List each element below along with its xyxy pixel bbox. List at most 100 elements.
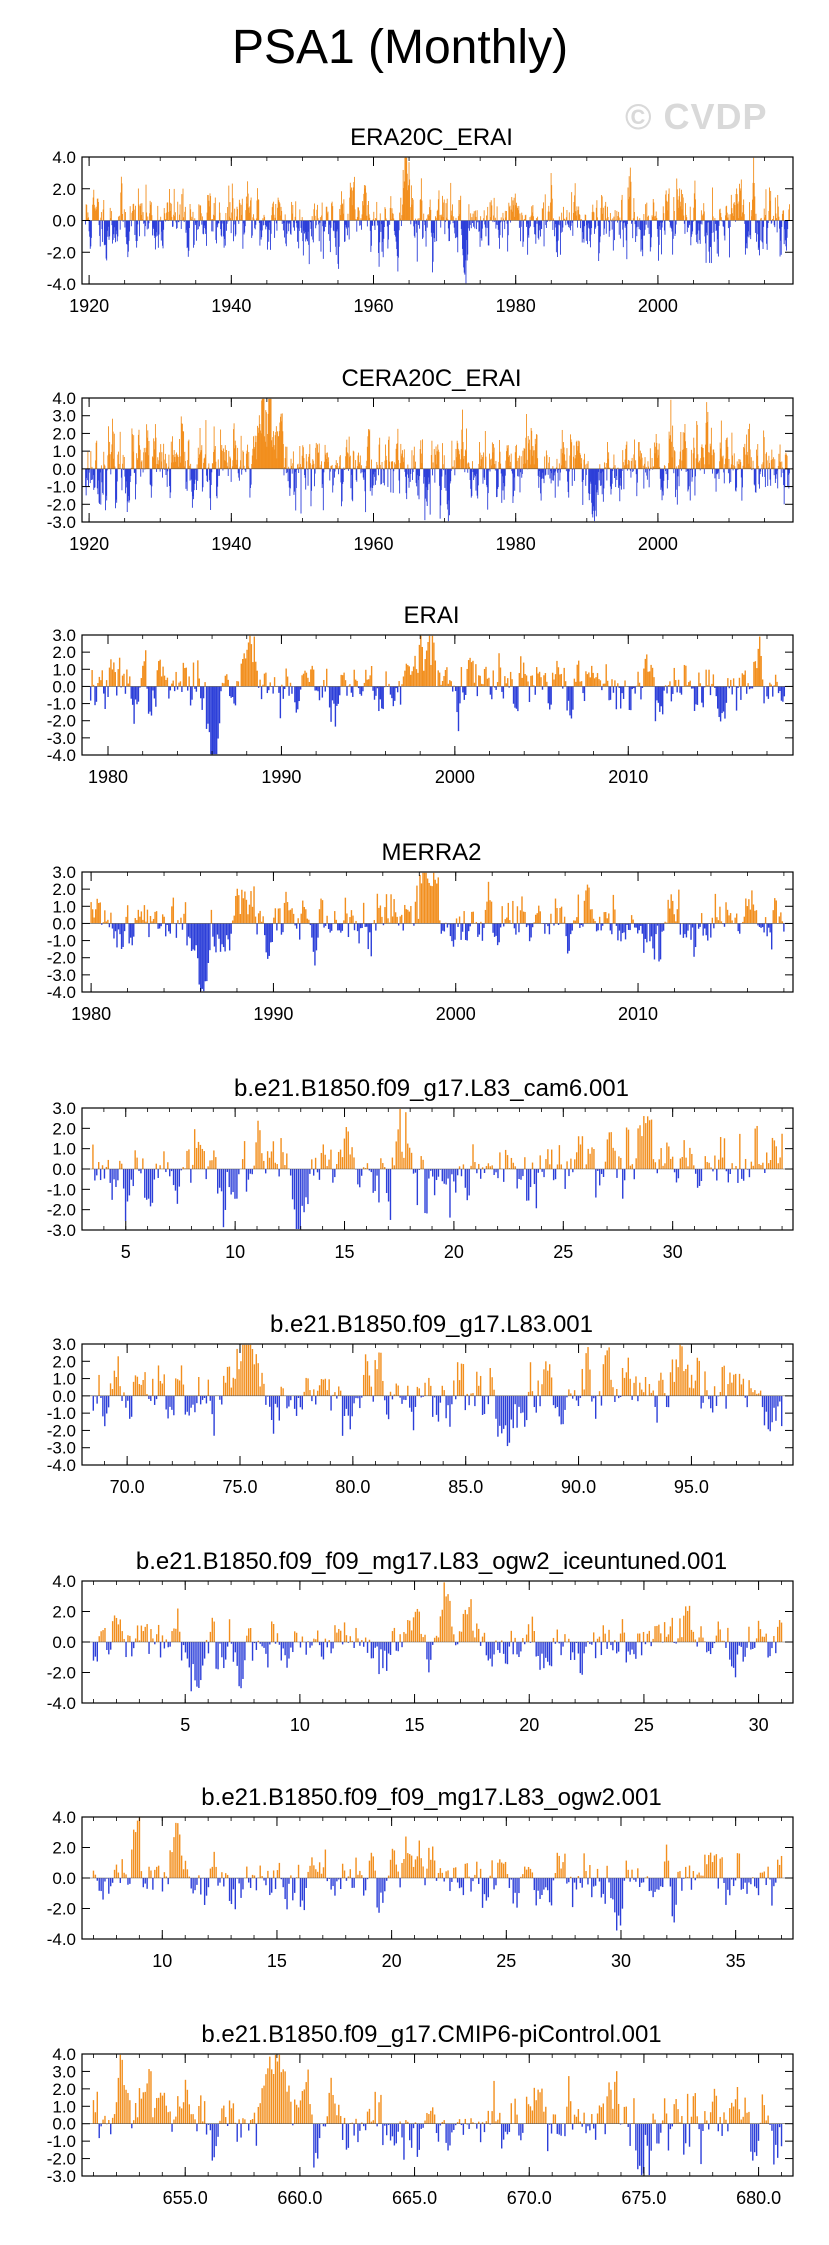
y-tick-label: -1.0 [47, 695, 76, 714]
page-title: PSA1 (Monthly) [231, 21, 569, 74]
chart-title: MERRA2 [381, 839, 481, 866]
x-tick-label: 1980 [88, 767, 128, 787]
x-tick-label: 5 [121, 1242, 131, 1262]
y-tick-label: -2.0 [47, 495, 76, 514]
chart-panel-2: CERA20C_ERAI 4.03.02.01.00.0-1.0-2.0-3.0 1… [47, 365, 794, 554]
x-tick-label: 15 [335, 1242, 355, 1262]
chart-panel-6: b.e21.B1850.f09_g17.L83.0013.02.01.00.0-… [47, 1311, 794, 1497]
y-tick-label: -3.0 [47, 1221, 76, 1240]
chart-title: ERAI [403, 602, 459, 629]
y-tick-label: -2.0 [47, 712, 76, 731]
bar-series [85, 157, 790, 284]
x-tick-label: 70.0 [110, 1477, 145, 1497]
x-tick-label: 1920 [69, 534, 109, 554]
y-tick-label: 2.0 [52, 880, 76, 899]
y-tick-label: 1.0 [52, 897, 76, 916]
plot-frame [81, 871, 794, 993]
y-tick-label: 2.0 [52, 1119, 76, 1138]
y-tick-label: -1.0 [47, 1180, 76, 1199]
y-tick-label: 3.0 [52, 1335, 76, 1354]
chart-title: CERA20C_ERAI [341, 365, 521, 392]
x-tick-label: 75.0 [222, 1477, 257, 1497]
x-tick-label: 85.0 [448, 1477, 483, 1497]
y-tick-label: -3.0 [47, 513, 76, 532]
plot-frame [81, 397, 794, 523]
y-tick-label: -2.0 [47, 243, 76, 262]
x-tick-label: 2000 [436, 1004, 476, 1024]
y-tick-label: 0.0 [52, 914, 76, 933]
chart-panel-4: MERRA2 3.02.01.00.0-1.0-2.0-3.0-4.0 1980 19… [47, 839, 794, 1024]
chart-panel-1: ERA20C_ERAI 4.0 2.0 0.0 -2.0 -4.0 1920 1940 1960… [47, 124, 794, 316]
y-tick-label: -4.0 [47, 1456, 76, 1475]
x-tick-label: 80.0 [335, 1477, 370, 1497]
y-tick-label: 2.0 [52, 180, 76, 199]
y-tick-label: -1.0 [47, 478, 76, 497]
chart-panel-7: b.e21.B1850.f09_f09_mg17.L83_ogw2_iceunt… [47, 1548, 794, 1735]
bar-series [92, 1344, 783, 1447]
bar-series [90, 872, 785, 992]
bar-series [92, 1582, 783, 1692]
y-tick-label: 4.0 [52, 389, 76, 408]
y-tick-label: 4.0 [52, 148, 76, 167]
y-tick-label: 1.0 [52, 1140, 76, 1159]
y-tick-label: 1.0 [52, 442, 76, 461]
x-tick-label: 1960 [353, 534, 393, 554]
y-tick-label: -4.0 [47, 746, 76, 765]
chart-title: b.e21.B1850.f09_g17.L83_cam6.001 [234, 1075, 629, 1102]
y-tick-label: -2.0 [47, 1201, 76, 1220]
x-tick-label: 20 [444, 1242, 464, 1262]
y-tick-label: 4.0 [52, 1572, 76, 1591]
x-tick-label: 95.0 [674, 1477, 709, 1497]
y-tick-label: 0.0 [52, 212, 76, 231]
bar-series [89, 635, 786, 755]
x-tick-label: 1920 [69, 296, 109, 316]
y-tick-label: 3.0 [52, 626, 76, 645]
chart-title: ERA20C_ERAI [350, 124, 513, 151]
y-tick-label: -2.0 [47, 1664, 76, 1683]
y-tick-label: 2.0 [52, 424, 76, 443]
x-tick-label: 1990 [261, 767, 301, 787]
cvdp-watermark: © CVDP [625, 96, 768, 137]
chart-title: b.e21.B1850.f09_f09_mg17.L83_ogw2_iceunt… [136, 1548, 727, 1575]
y-tick-label: 2.0 [52, 1352, 76, 1371]
x-tick-label: 2000 [638, 296, 678, 316]
y-tick-label: 0.0 [52, 1160, 76, 1179]
y-tick-label: 3.0 [52, 407, 76, 426]
x-tick-label: 25 [553, 1242, 573, 1262]
y-tick-label: -2.0 [47, 949, 76, 968]
y-tick-label: 1.0 [52, 660, 76, 679]
y-tick-label: 0.0 [52, 677, 76, 696]
x-tick-label: 1990 [253, 1004, 293, 1024]
x-tick-label: 30 [663, 1242, 683, 1262]
y-tick-label: 0.0 [52, 460, 76, 479]
x-tick-label: 1940 [211, 534, 251, 554]
y-tick-label: -2.0 [47, 1421, 76, 1440]
x-tick-label: 2000 [435, 767, 475, 787]
y-tick-label: 3.0 [52, 1099, 76, 1118]
y-tick-label: -4.0 [47, 983, 76, 1002]
x-tick-label: 90.0 [561, 1477, 596, 1497]
y-tick-label: -1.0 [47, 1404, 76, 1423]
x-tick-label: 1980 [496, 534, 536, 554]
x-tick-label: 1980 [71, 1004, 111, 1024]
chart-panel-5: b.e21.B1850.f09_g17.L83_cam6.001 3.02.0 1.… [47, 1075, 794, 1262]
y-tick-label: 2.0 [52, 1603, 76, 1622]
x-tick-label: 1980 [496, 296, 536, 316]
y-tick-label: -3.0 [47, 729, 76, 748]
chart-panel-3: ERAI 3.02.01.00.0-1.0-2.0-3.0-4.0 1980 1990… [47, 602, 794, 787]
y-tick-label: -3.0 [47, 1439, 76, 1458]
bar-series [85, 398, 790, 522]
y-tick-label: 1.0 [52, 1370, 76, 1389]
chart-title: b.e21.B1850.f09_g17.L83.001 [270, 1311, 593, 1338]
plot-frame [81, 634, 794, 756]
y-tick-label: -4.0 [47, 275, 76, 294]
y-tick-label: -1.0 [47, 932, 76, 951]
y-tick-label: 0.0 [52, 1633, 76, 1652]
x-tick-label: 2010 [608, 767, 648, 787]
x-tick-label: 2010 [618, 1004, 658, 1024]
x-tick-label: 1960 [353, 296, 393, 316]
y-tick-label: 0.0 [52, 1387, 76, 1406]
plot-frame [81, 1343, 794, 1466]
y-tick-label: -4.0 [47, 1694, 76, 1713]
